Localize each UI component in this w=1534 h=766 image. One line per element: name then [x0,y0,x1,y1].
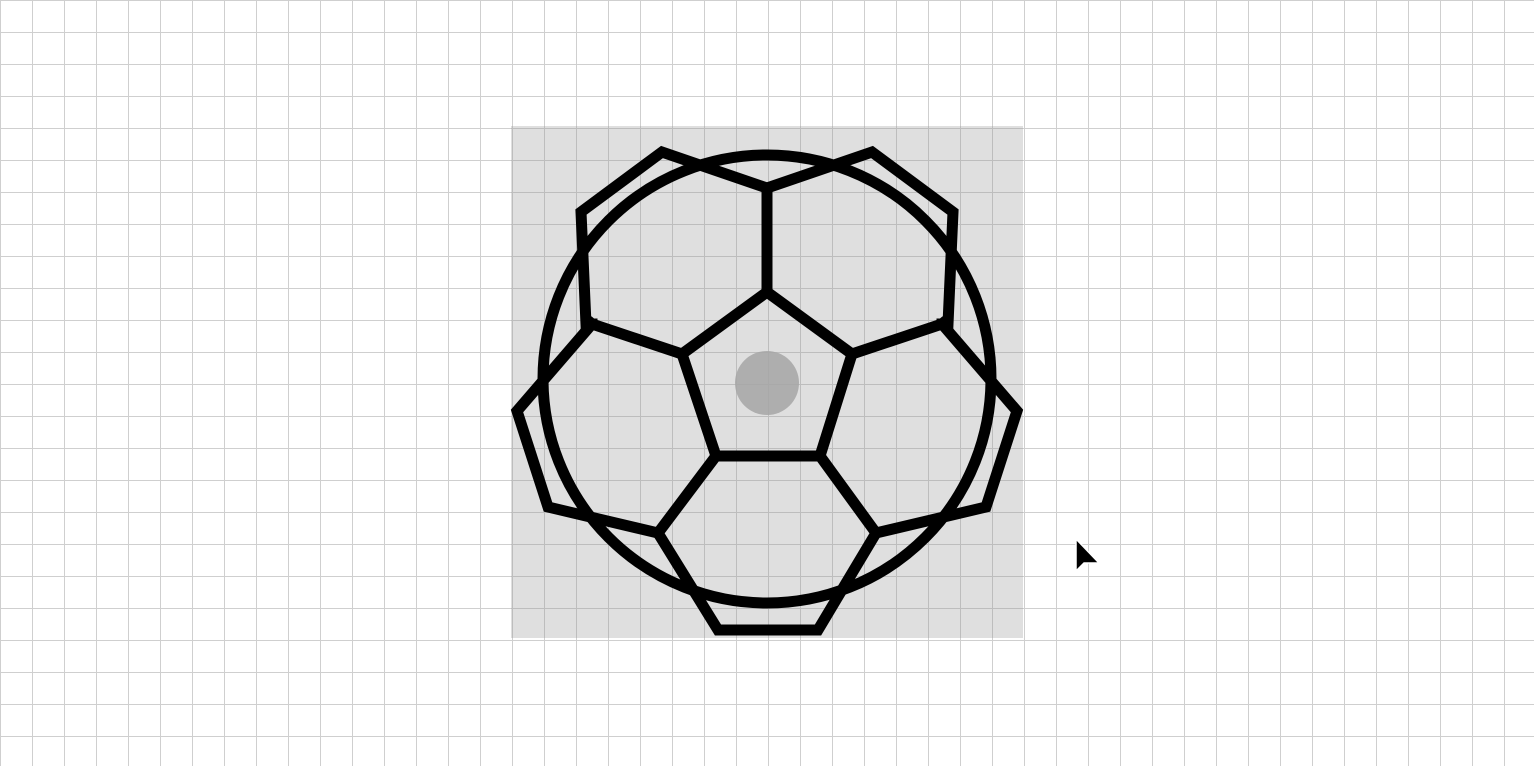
spoke-upper-left [585,317,689,361]
outer-pentagon-right [869,316,1024,540]
outer-pentagon-bottom [650,525,884,636]
arrow-cursor-icon [1075,538,1101,573]
outer-pentagon-left [510,316,665,540]
center-pentagon [675,285,859,462]
soccer-ball-icon[interactable] [510,145,1024,636]
spoke-lower-left [650,448,724,541]
spoke-upper-right [845,317,949,361]
spoke-lower-right [812,448,884,541]
center-handle[interactable] [735,351,799,415]
